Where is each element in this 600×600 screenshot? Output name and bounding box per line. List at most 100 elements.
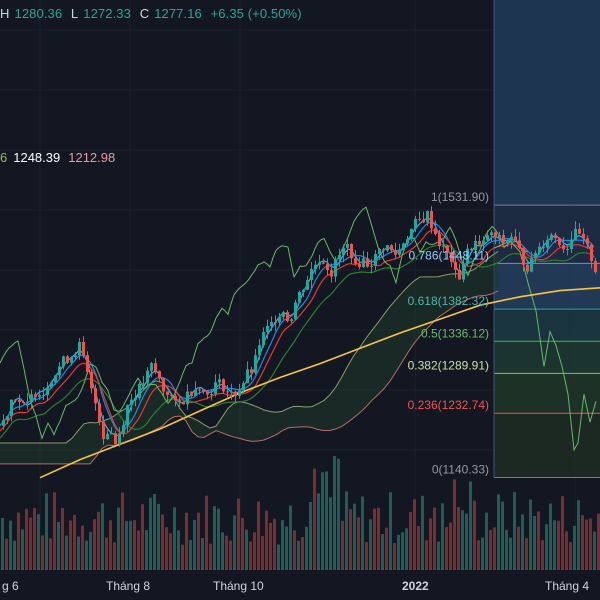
candle-body <box>494 232 497 238</box>
volume-bar <box>445 527 448 570</box>
x-tick-label: Tháng 10 <box>213 579 264 593</box>
volume-bar <box>389 492 392 570</box>
volume-bar <box>57 521 60 570</box>
candle-body <box>554 234 557 238</box>
low-label: L <box>70 6 79 21</box>
volume-bar <box>293 530 296 570</box>
candle-body <box>270 321 273 326</box>
volume-bar <box>437 541 440 570</box>
candle-body <box>150 363 153 371</box>
candle-body <box>146 370 149 384</box>
candle-body <box>274 321 277 323</box>
volume-bar <box>485 512 488 570</box>
candle-body <box>510 236 513 241</box>
volume-bar <box>97 511 100 570</box>
candle-body <box>562 245 565 250</box>
candle-body <box>410 228 413 240</box>
candle-body <box>102 421 105 440</box>
candle-body <box>330 269 333 277</box>
fib-label-0.382: 0.382(1289.91) <box>408 358 489 372</box>
volume-bar <box>269 522 272 570</box>
high-label: H <box>0 6 10 21</box>
candle-body <box>294 302 297 320</box>
volume-bar <box>89 531 92 570</box>
candle-body <box>226 391 229 393</box>
volume-bar <box>533 515 536 570</box>
volume-bar <box>541 540 544 570</box>
candle-body <box>586 238 589 245</box>
volume-bar <box>441 503 444 570</box>
candle-body <box>86 355 89 373</box>
candle-body <box>250 369 253 373</box>
volume-bar <box>553 520 556 570</box>
volume-bar <box>253 532 256 570</box>
candle-body <box>334 259 337 277</box>
candle-body <box>482 240 485 245</box>
volume-bar <box>157 503 160 570</box>
candle-body <box>6 416 9 420</box>
fib-label-0.5: 0.5(1336.12) <box>421 326 489 340</box>
volume-bar <box>209 543 212 570</box>
candle-body <box>298 291 301 303</box>
volume-bar <box>545 524 548 570</box>
candle-body <box>386 245 389 251</box>
candle-body <box>110 433 113 435</box>
candle-body <box>314 264 317 270</box>
volume-bar <box>73 514 76 570</box>
volume-bar <box>549 503 552 570</box>
candle-body <box>358 263 361 267</box>
volume-bar <box>449 522 452 570</box>
fib-zone <box>494 413 600 478</box>
ichimoku-value-1: 1248.39 <box>13 150 61 165</box>
volume-bar <box>433 507 436 570</box>
ichimoku-partial-value: 6 <box>0 150 8 165</box>
volume-bar <box>505 529 508 570</box>
candle-body <box>142 383 145 385</box>
change-value: +6.35 (+0.50%) <box>210 6 302 21</box>
candle-body <box>170 394 173 396</box>
candle-body <box>126 404 129 426</box>
candle-body <box>346 244 349 248</box>
fib-label-0.786: 0.786(1448.11) <box>408 248 489 262</box>
volume-bar <box>581 515 584 570</box>
ichimoku-value-2: 1212.98 <box>68 150 116 165</box>
candle-body <box>594 260 597 273</box>
candle-body <box>414 218 417 229</box>
volume-bar <box>225 535 228 570</box>
candle-body <box>370 265 373 267</box>
volume-bar <box>113 542 116 570</box>
volume-bar <box>237 498 240 570</box>
volume-bar <box>297 540 300 570</box>
candle-body <box>162 378 165 392</box>
candle-body <box>22 401 25 403</box>
volume-bar <box>169 533 172 570</box>
x-tick-label: Tháng 8 <box>106 579 150 593</box>
x-axis: g 6 Tháng 8 Tháng 10 2022 Tháng 4 <box>0 572 600 600</box>
candle-body <box>438 234 441 247</box>
candle-body <box>514 236 517 241</box>
candle-body <box>258 345 261 356</box>
candle-body <box>430 211 433 229</box>
volume-bar <box>53 492 56 570</box>
volume-bar <box>421 495 424 570</box>
volume-bar <box>481 537 484 570</box>
volume-bar <box>585 519 588 570</box>
volume-bar <box>233 515 236 570</box>
volume-bar <box>405 528 408 570</box>
volume-bar <box>565 531 568 570</box>
volume-bar <box>397 534 400 570</box>
candle-body <box>578 228 581 234</box>
volume-bar <box>417 526 420 570</box>
volume-bar <box>373 508 376 570</box>
volume-bar <box>473 500 476 570</box>
volume-bar <box>561 496 564 570</box>
volume-bar <box>29 517 32 570</box>
volume-bar <box>125 520 128 570</box>
candle-body <box>534 252 537 258</box>
candle-body <box>58 366 61 376</box>
candle-body <box>466 248 469 264</box>
volume-bar <box>429 518 432 570</box>
candle-body <box>290 319 293 321</box>
candle-body <box>434 228 437 235</box>
